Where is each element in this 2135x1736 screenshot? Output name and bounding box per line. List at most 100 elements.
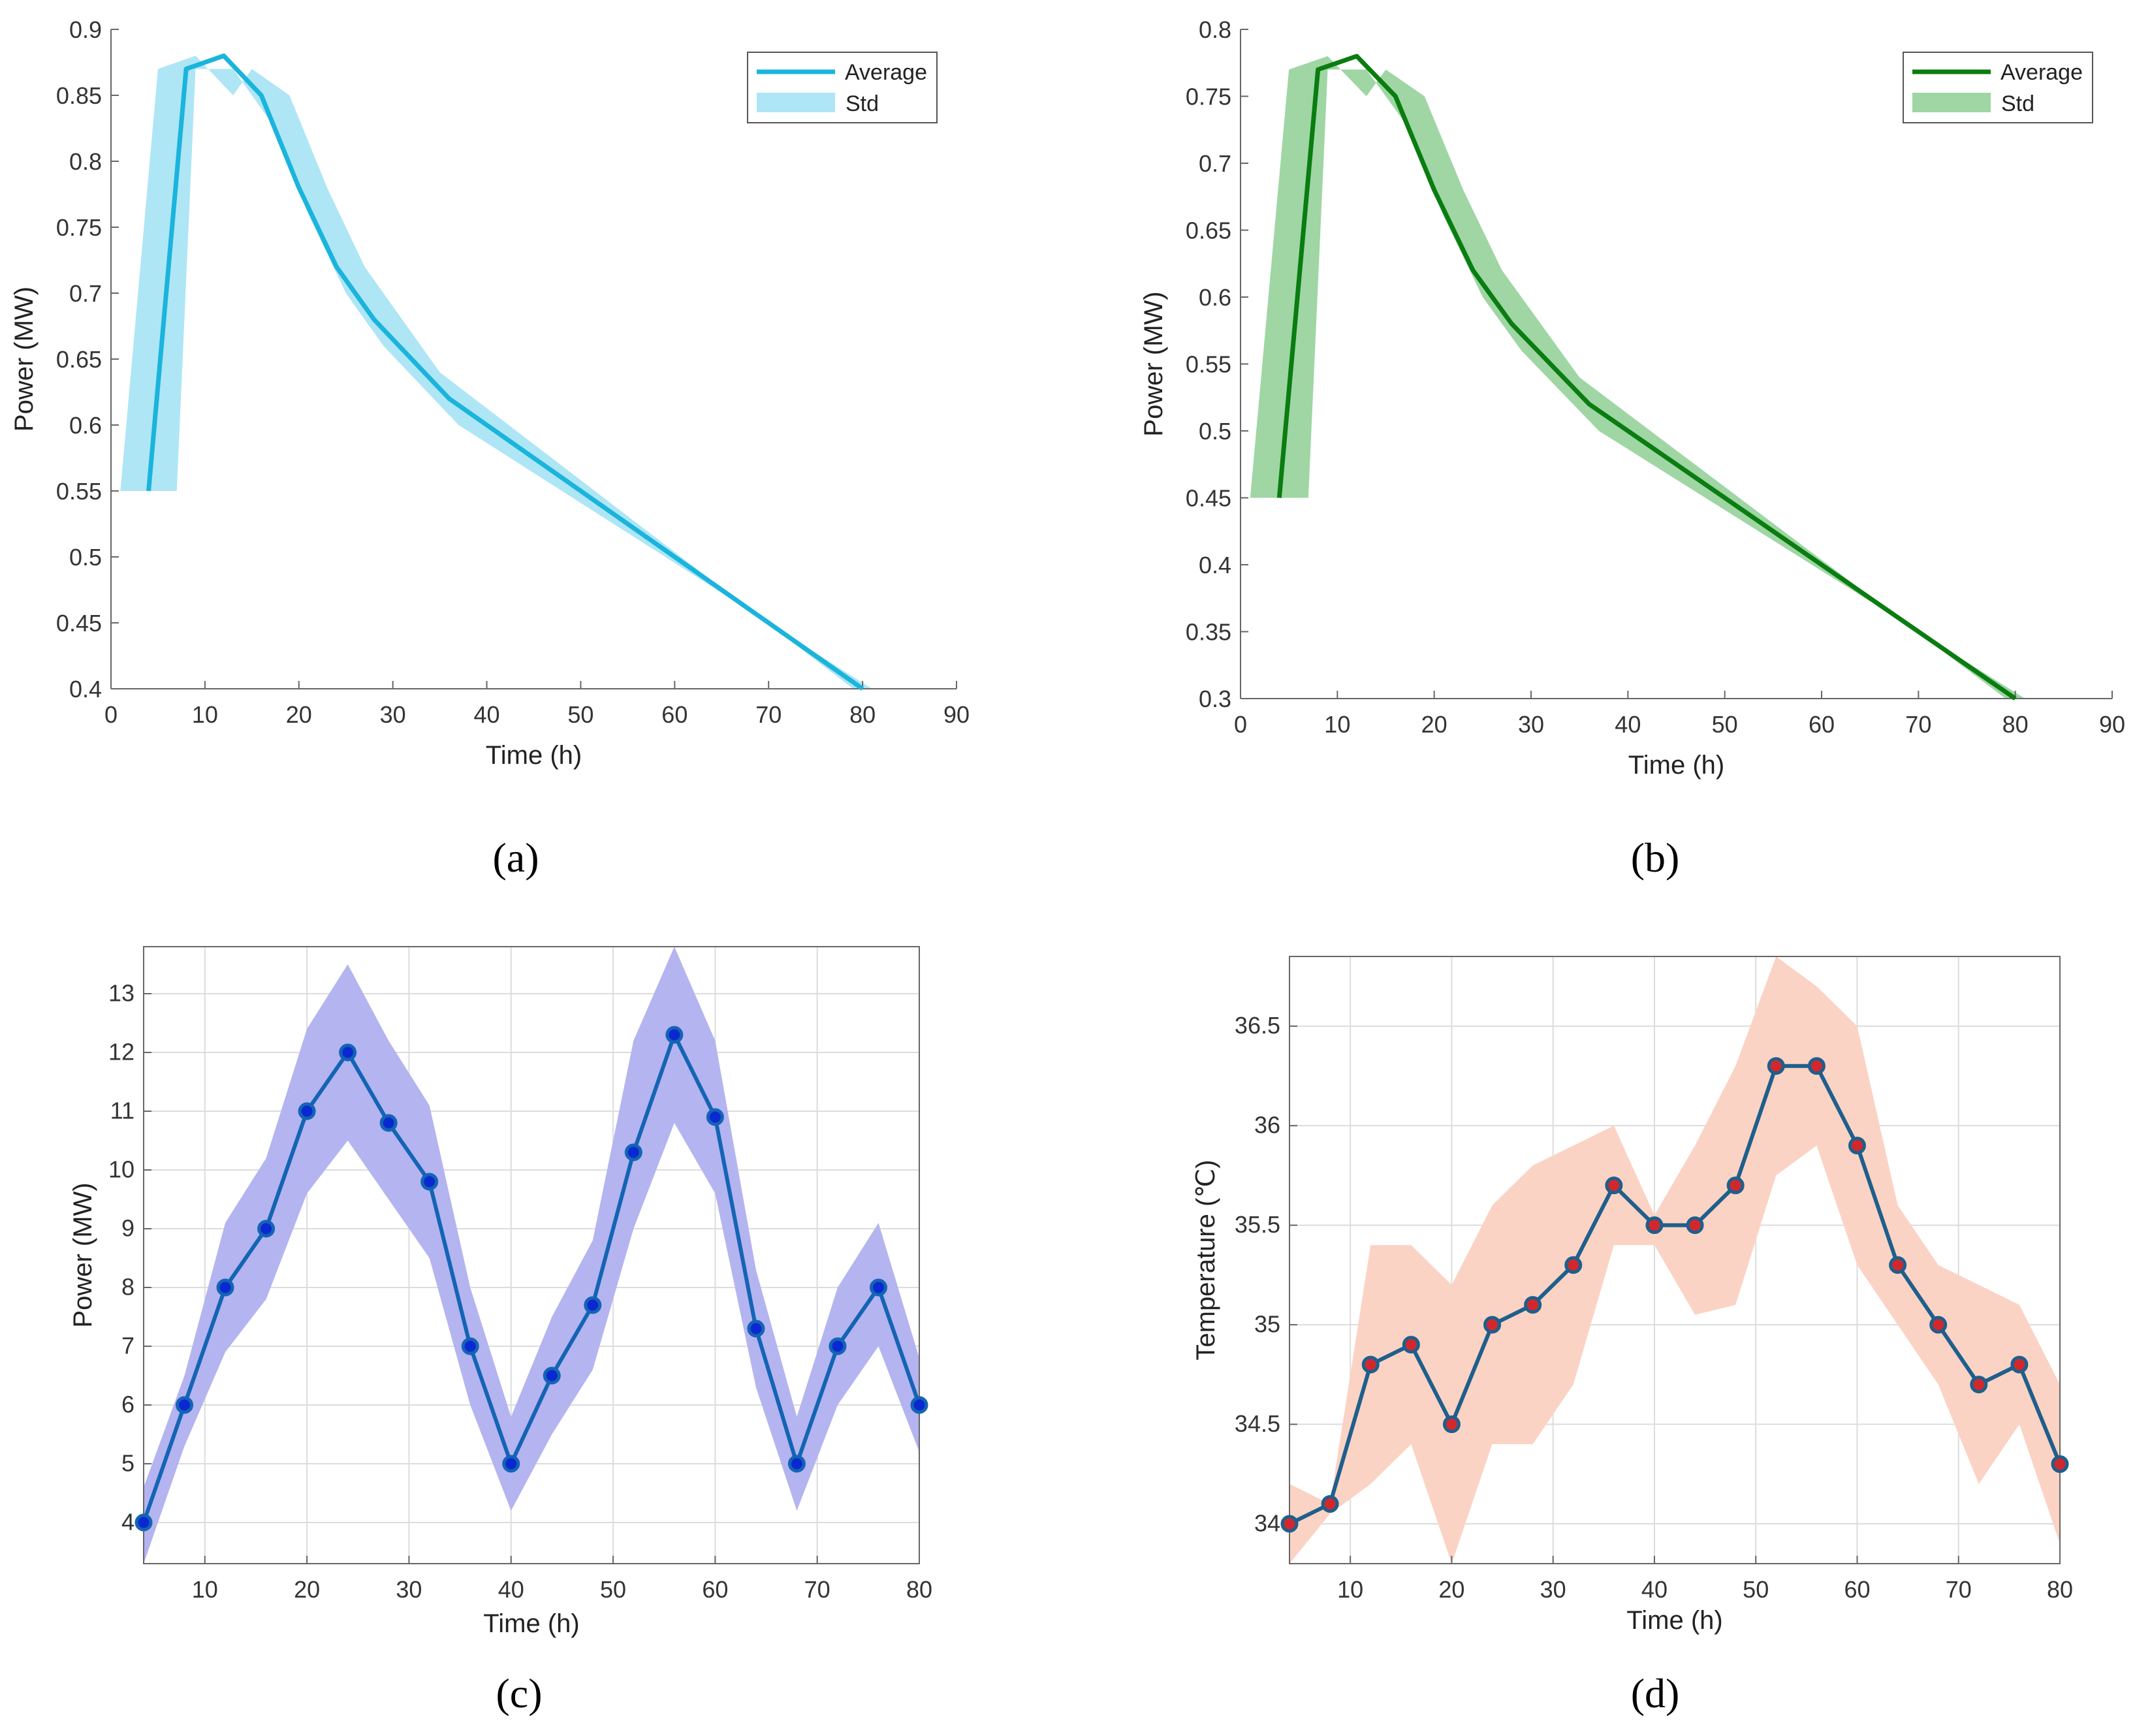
plot-frame (143, 946, 920, 1564)
data-point (502, 1455, 520, 1473)
data-point (298, 1102, 316, 1120)
y-tick-label: 0.65 (1186, 217, 1231, 244)
chart-d: 10 20 30 40 50 60 70 80 34 34.5 35 35.5 36 36.5 Time (… (1192, 956, 2073, 1716)
y-tick-label: 8 (121, 1274, 134, 1301)
data-point (910, 1396, 928, 1414)
y-tick-label: 34.5 (1235, 1410, 1280, 1437)
x-tick-label: 30 (1518, 711, 1544, 738)
data-point (747, 1319, 765, 1338)
x-tick-label: 20 (294, 1576, 320, 1603)
y-tick-label: 35.5 (1235, 1211, 1280, 1238)
y-tick-label: 13 (108, 980, 134, 1007)
y-tick-label: 0.9 (69, 16, 102, 43)
x-tick-label: 60 (1844, 1576, 1870, 1603)
data-point (1483, 1316, 1502, 1334)
plot-frame (1289, 956, 2061, 1564)
data-point (1524, 1296, 1542, 1314)
data-point (379, 1114, 398, 1132)
y-axis-label: Power (MW) (1139, 291, 1168, 436)
legend-swatch-std (757, 93, 835, 112)
x-tick-label: 20 (286, 701, 312, 728)
y-tick-label: 0.55 (56, 478, 102, 505)
data-point (1321, 1495, 1339, 1513)
data-point (176, 1396, 194, 1414)
legend-label-std: Std (2001, 91, 2034, 116)
y-axis-label: Power (MW) (69, 1182, 97, 1327)
y-axis-label: Power (MW) (10, 287, 39, 432)
x-tick-label: 40 (474, 701, 500, 728)
y-tick-label: 10 (108, 1156, 134, 1183)
data-point (461, 1337, 479, 1355)
x-tick-label: 20 (1421, 711, 1447, 738)
subfigure-caption: (c) (496, 1670, 542, 1716)
legend-swatch-std (1912, 93, 1991, 112)
x-tick-label: 70 (804, 1576, 830, 1603)
y-tick-label: 0.75 (56, 214, 102, 241)
legend-label-average: Average (845, 60, 927, 85)
std-band (1289, 956, 2060, 1564)
y-tick-label: 0.7 (1199, 150, 1231, 177)
data-point (339, 1043, 357, 1062)
data-point (216, 1278, 234, 1297)
chart-b: 0 10 20 30 40 50 60 70 80 90 0.3 0.35 0.4 0.45 0.5 0.55… (1139, 16, 2125, 881)
y-tick-label: 0.5 (1199, 418, 1231, 445)
data-point (829, 1337, 847, 1355)
data-point (869, 1278, 887, 1297)
std-band (144, 947, 919, 1564)
x-tick-label: 70 (1946, 1576, 1972, 1603)
y-tick-label: 0.65 (56, 346, 102, 373)
data-point (706, 1108, 724, 1126)
x-tick-label: 80 (849, 701, 876, 728)
data-point (584, 1296, 602, 1314)
data-point (1280, 1515, 1299, 1533)
std-band (120, 55, 891, 689)
x-tick-label: 10 (1337, 1576, 1363, 1603)
x-tick-label: 80 (2002, 711, 2029, 738)
x-tick-label: 20 (1438, 1576, 1464, 1603)
y-tick-label: 12 (108, 1039, 134, 1065)
data-point (1361, 1355, 1380, 1374)
average-line (146, 53, 864, 691)
y-tick-label: 35 (1254, 1311, 1280, 1338)
x-tick-label: 40 (1641, 1576, 1668, 1603)
y-tick-label: 11 (110, 1097, 134, 1124)
y-tick-label: 0.35 (1186, 618, 1231, 645)
x-tick-label: 90 (943, 701, 970, 728)
std-band (1250, 56, 2045, 699)
average-line (142, 1033, 921, 1523)
y-tick-label: 0.55 (1186, 351, 1231, 377)
x-tick-label: 30 (396, 1576, 422, 1603)
x-tick-label: 40 (1615, 711, 1641, 738)
average-line (1276, 54, 2017, 701)
y-tick-label: 0.6 (69, 412, 102, 439)
data-point (1686, 1216, 1704, 1235)
x-tick-label: 50 (1712, 711, 1738, 738)
data-point (1848, 1137, 1866, 1155)
data-point (1807, 1057, 1826, 1075)
data-point (1442, 1415, 1461, 1434)
data-point (1889, 1256, 1907, 1274)
x-axis-label: Time (h) (1628, 751, 1724, 780)
y-tick-label: 0.8 (1199, 16, 1231, 43)
x-tick-label: 60 (702, 1576, 728, 1603)
x-tick-label: 10 (192, 701, 218, 728)
data-point (787, 1455, 806, 1473)
x-tick-label: 70 (755, 701, 782, 728)
data-point (1402, 1336, 1420, 1354)
x-tick-label: 10 (1324, 711, 1350, 738)
data-point (1645, 1216, 1664, 1235)
x-tick-label: 80 (906, 1576, 932, 1603)
y-axis-label: Temperature (℃) (1192, 1160, 1220, 1360)
y-tick-label: 0.7 (69, 280, 102, 307)
subfigure-caption: (b) (1631, 834, 1680, 881)
chart-a: 0 10 20 30 40 50 60 70 80 90 0.4 0.45 0.5 0.55 0.6 0.65… (10, 16, 970, 881)
x-tick-label: 40 (498, 1576, 524, 1603)
x-tick-label: 50 (1743, 1576, 1769, 1603)
data-point (1970, 1376, 1988, 1394)
data-point (420, 1173, 439, 1191)
x-tick-label: 90 (2099, 711, 2125, 738)
y-tick-label: 0.85 (56, 82, 102, 109)
legend-label-std: Std (846, 91, 879, 116)
y-tick-label: 34 (1254, 1510, 1280, 1537)
